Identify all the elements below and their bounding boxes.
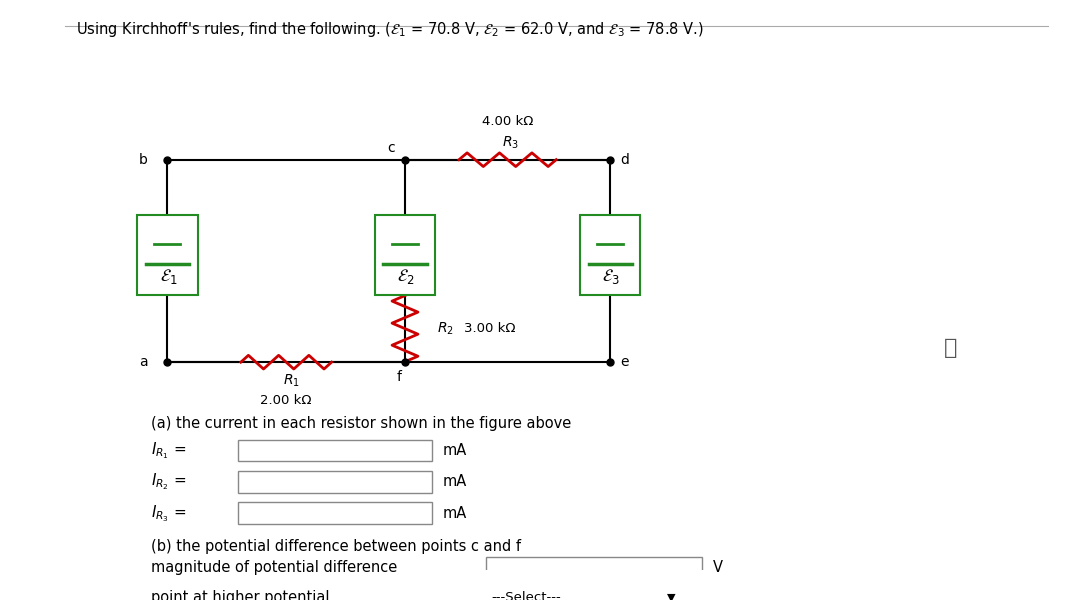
- Text: $\mathcal{E}_2$: $\mathcal{E}_2$: [397, 268, 415, 286]
- Text: ▼: ▼: [666, 593, 675, 600]
- Text: $I_{R_3}$ =: $I_{R_3}$ =: [151, 503, 187, 524]
- Text: mA: mA: [443, 506, 467, 521]
- FancyBboxPatch shape: [486, 587, 680, 600]
- FancyBboxPatch shape: [375, 215, 435, 295]
- Text: $I_{R_1}$ =: $I_{R_1}$ =: [151, 440, 187, 461]
- Text: point at higher potential: point at higher potential: [151, 590, 329, 600]
- Text: b: b: [139, 152, 148, 167]
- Text: e: e: [620, 355, 629, 369]
- Text: 2.00 kΩ: 2.00 kΩ: [260, 394, 312, 407]
- Text: a: a: [139, 355, 148, 369]
- Text: ---Select---: ---Select---: [491, 591, 562, 600]
- Text: c: c: [388, 140, 395, 155]
- Text: mA: mA: [443, 443, 467, 458]
- Text: $R_2$: $R_2$: [437, 320, 455, 337]
- Text: $I_{R_2}$ =: $I_{R_2}$ =: [151, 472, 187, 492]
- Text: f: f: [396, 370, 402, 385]
- Text: $R_1$: $R_1$: [283, 373, 300, 389]
- FancyBboxPatch shape: [238, 440, 432, 461]
- Text: ⓘ: ⓘ: [944, 338, 957, 358]
- Text: mA: mA: [443, 475, 467, 490]
- Text: $\mathcal{E}_3$: $\mathcal{E}_3$: [603, 268, 620, 286]
- Text: 3.00 kΩ: 3.00 kΩ: [464, 322, 516, 335]
- Text: magnitude of potential difference: magnitude of potential difference: [151, 560, 397, 575]
- Text: $\mathcal{E}_1$: $\mathcal{E}_1$: [160, 268, 177, 286]
- Text: Using Kirchhoff's rules, find the following. ($\mathcal{E}_1$ = 70.8 V, $\mathca: Using Kirchhoff's rules, find the follow…: [76, 20, 703, 39]
- FancyBboxPatch shape: [580, 215, 640, 295]
- Text: d: d: [620, 152, 629, 167]
- Text: $R_3$: $R_3$: [502, 135, 519, 151]
- FancyBboxPatch shape: [486, 557, 702, 578]
- Text: 4.00 kΩ: 4.00 kΩ: [482, 115, 534, 128]
- FancyBboxPatch shape: [238, 502, 432, 524]
- Text: V: V: [713, 560, 723, 575]
- Text: (a) the current in each resistor shown in the figure above: (a) the current in each resistor shown i…: [151, 416, 571, 431]
- Text: (b) the potential difference between points c and f: (b) the potential difference between poi…: [151, 539, 522, 554]
- FancyBboxPatch shape: [137, 215, 198, 295]
- FancyBboxPatch shape: [238, 471, 432, 493]
